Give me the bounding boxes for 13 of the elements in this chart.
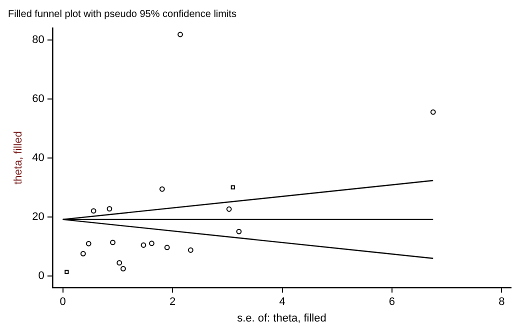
- chart-title: Filled funnel plot with pseudo 95% confidence limits: [8, 8, 236, 20]
- y-tick-label: 0: [38, 270, 44, 282]
- y-tick-label: 60: [32, 92, 44, 105]
- x-axis-title: s.e. of: theta, filled: [237, 312, 326, 324]
- y-tick-label: 20: [32, 210, 44, 223]
- y-axis-title: theta, filled: [12, 131, 25, 184]
- y-tick-label: 80: [32, 34, 44, 46]
- x-tick-label: 0: [60, 296, 66, 308]
- x-tick-label: 6: [388, 296, 396, 308]
- x-tick-label: 8: [498, 296, 505, 308]
- x-tick-label: 2: [170, 296, 176, 308]
- x-tick-label: 4: [279, 296, 286, 308]
- y-tick-label: 40: [32, 152, 44, 164]
